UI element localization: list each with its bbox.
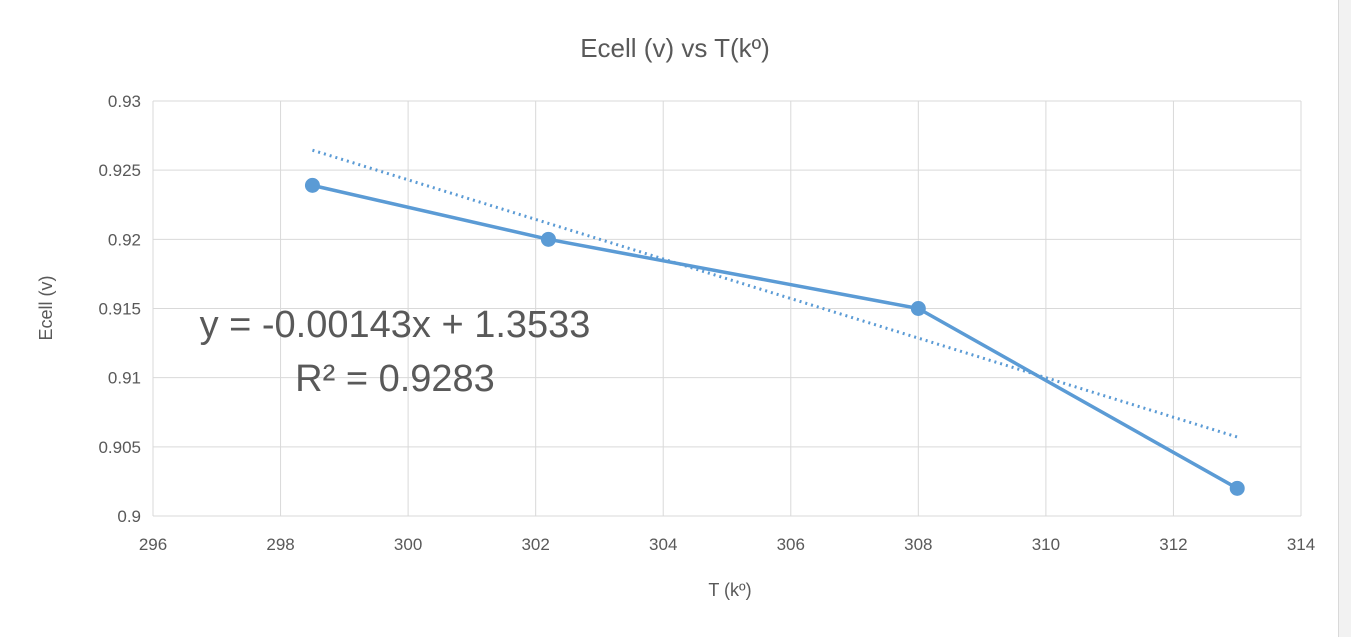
y-axis-title: Ecell (v)	[36, 275, 56, 340]
data-point	[540, 231, 556, 247]
y-tick-label: 0.93	[108, 92, 141, 111]
y-tick-label: 0.91	[108, 369, 141, 388]
x-tick-label: 302	[521, 535, 549, 554]
data-point	[910, 301, 926, 316]
tick-labels: 296 298 300 302 304 306 308 310 312 314 0.9 0.905 0.…	[98, 92, 1315, 554]
x-tick-label: 296	[139, 535, 167, 554]
y-tick-label: 0.9	[117, 507, 141, 526]
x-tick-label: 298	[266, 535, 294, 554]
trendline-equation: y = -0.00143x + 1.3533	[200, 304, 591, 346]
y-tick-label: 0.905	[98, 438, 141, 457]
data-point	[304, 177, 320, 193]
x-axis-title: T (kº)	[708, 580, 751, 600]
data-point	[1229, 480, 1245, 496]
series-layer	[304, 177, 1245, 496]
series-line	[312, 183, 1239, 490]
x-tick-label: 304	[649, 535, 677, 554]
y-tick-label: 0.925	[98, 161, 141, 180]
scrollbar-edge	[1338, 0, 1351, 637]
x-tick-label: 308	[904, 535, 932, 554]
y-tick-label: 0.92	[108, 230, 141, 249]
x-tick-label: 300	[394, 535, 422, 554]
x-tick-label: 306	[777, 535, 805, 554]
gridlines	[152, 100, 1302, 517]
x-tick-label: 314	[1287, 535, 1315, 554]
x-tick-label: 312	[1159, 535, 1187, 554]
chart-title: Ecell (v) vs T(kº)	[580, 33, 770, 63]
y-tick-label: 0.915	[98, 300, 141, 319]
x-tick-label: 310	[1032, 535, 1060, 554]
trendline-r-squared: R² = 0.9283	[295, 358, 495, 400]
